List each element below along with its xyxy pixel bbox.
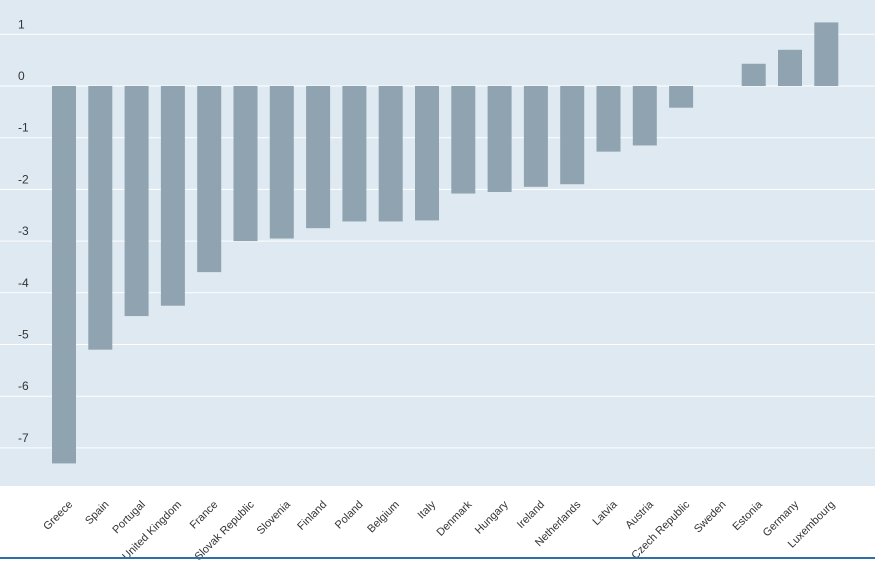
- x-category-label: France: [188, 499, 221, 532]
- bar: [415, 86, 439, 221]
- bar: [342, 86, 367, 222]
- bar: [160, 86, 185, 306]
- bar: [778, 49, 802, 86]
- bar: [269, 86, 294, 239]
- bar: [124, 86, 149, 317]
- y-tick-label: -6: [18, 379, 29, 393]
- y-tick-label: -1: [18, 121, 29, 135]
- bottom-rule: [0, 557, 875, 559]
- x-category-label: Greece: [41, 499, 75, 533]
- x-category-label: Italy: [415, 498, 438, 521]
- y-tick-label: -4: [18, 276, 29, 290]
- x-category-label: Spain: [83, 499, 111, 527]
- x-category-label: Latvia: [590, 498, 620, 528]
- bar: [306, 86, 331, 229]
- bar: [52, 86, 76, 464]
- y-tick-label: -2: [18, 172, 29, 186]
- bar: [814, 22, 839, 86]
- x-category-label: Hungary: [473, 498, 511, 536]
- y-tick-label: 0: [18, 69, 25, 83]
- bar: [632, 86, 657, 146]
- bar: [233, 86, 258, 242]
- bar: [669, 86, 694, 108]
- x-category-label: Poland: [333, 499, 366, 532]
- x-category-label: Sweden: [692, 499, 729, 536]
- x-category-label: Slovenia: [255, 498, 294, 537]
- x-category-label: Portugal: [110, 499, 147, 536]
- y-axis-tick-labels: 1 0 -1 -2 -3 -4 -5 -6 -7: [18, 17, 29, 445]
- x-category-label: Belgium: [365, 499, 402, 536]
- y-tick-label: -3: [18, 224, 29, 238]
- bar: [596, 86, 621, 152]
- x-category-label: Denmark: [434, 498, 474, 538]
- x-category-label: Ireland: [515, 499, 547, 531]
- bars: [52, 22, 839, 464]
- bar: [560, 86, 585, 185]
- bar: [487, 86, 512, 192]
- y-tick-label: -7: [18, 431, 29, 445]
- bar: [523, 86, 548, 187]
- x-category-label: Austria: [623, 498, 656, 531]
- bar: [197, 86, 222, 273]
- x-category-label: Estonia: [730, 498, 765, 533]
- bar: [88, 86, 113, 350]
- x-category-label: Finland: [295, 499, 329, 533]
- bar: [378, 86, 403, 222]
- y-tick-label: -5: [18, 328, 29, 342]
- y-tick-label: 1: [18, 17, 25, 31]
- bar: [741, 63, 766, 86]
- bar: [451, 86, 476, 194]
